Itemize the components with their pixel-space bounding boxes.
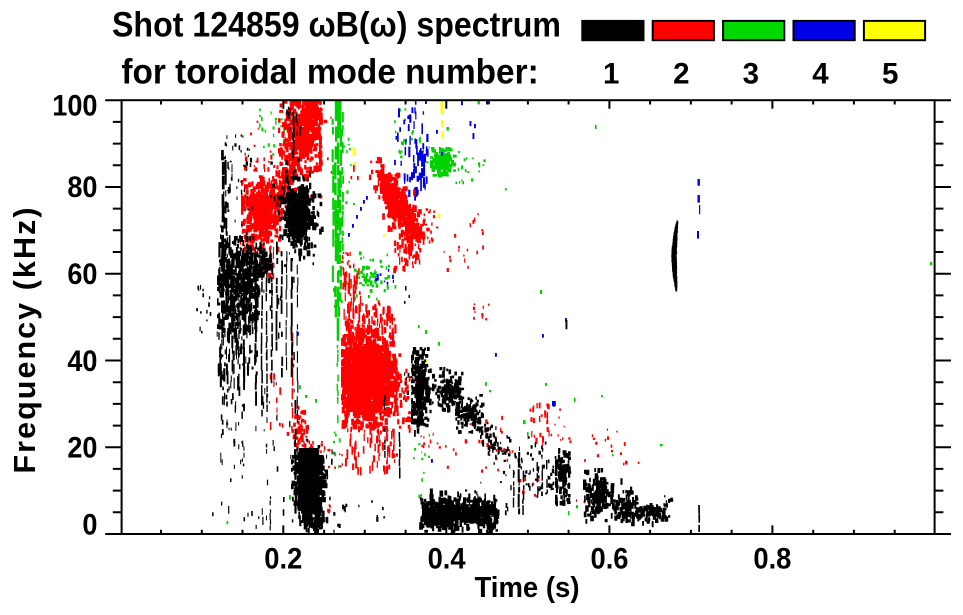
svg-text:Frequency (kHz): Frequency (kHz) (8, 208, 42, 474)
svg-text:80: 80 (67, 171, 97, 204)
svg-text:Shot 124859 ωB(ω) spectrum: Shot 124859 ωB(ω) spectrum (112, 6, 561, 45)
svg-text:20: 20 (67, 432, 97, 465)
svg-text:60: 60 (67, 258, 97, 291)
svg-text:for toroidal mode number:: for toroidal mode number: (121, 52, 538, 91)
svg-text:0.6: 0.6 (591, 542, 629, 575)
svg-text:5: 5 (882, 58, 898, 91)
svg-text:100: 100 (52, 90, 97, 123)
svg-text:4: 4 (812, 58, 829, 91)
svg-text:0.2: 0.2 (264, 542, 302, 575)
svg-text:2: 2 (673, 58, 689, 91)
svg-text:Time (s): Time (s) (475, 572, 580, 604)
svg-text:0.4: 0.4 (428, 542, 467, 575)
svg-text:0.8: 0.8 (753, 542, 791, 575)
svg-text:1: 1 (603, 58, 619, 91)
svg-text:3: 3 (743, 58, 759, 91)
svg-text:0: 0 (82, 508, 97, 541)
svg-text:40: 40 (67, 345, 97, 378)
